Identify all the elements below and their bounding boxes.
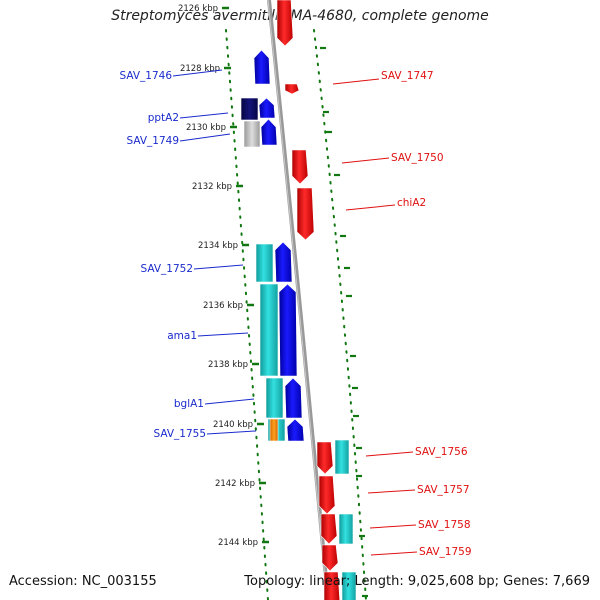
gene-arrow-reverse xyxy=(318,475,336,515)
gene-label-reverse[interactable]: SAV_1758 xyxy=(418,519,471,531)
gene-label-reverse[interactable]: SAV_1750 xyxy=(391,152,444,164)
gene-arrow-forward xyxy=(278,283,298,377)
tick-label: 2126 kbp xyxy=(178,4,218,14)
gene-arrow-forward xyxy=(260,118,278,146)
gene-label-forward[interactable]: pptA2 xyxy=(148,112,179,124)
gene-arrow-reverse xyxy=(284,83,300,95)
gene-label-reverse[interactable]: SAV_1756 xyxy=(415,446,468,458)
label-leader-line xyxy=(332,78,380,85)
accession-text: Accession: NC_003155 xyxy=(9,574,157,589)
tick-label: 2130 kbp xyxy=(186,123,226,133)
label-leader-line xyxy=(179,133,231,142)
label-layer: SAV_1746 pptA2 SAV_1749 SAV_1752 ama1 bglA1 SA… xyxy=(119,70,471,558)
tick-label: 2128 kbp xyxy=(180,64,220,74)
gene-arrow-reverse xyxy=(316,441,334,475)
gene-arrow-reverse xyxy=(291,149,309,185)
label-leader-line xyxy=(206,430,257,435)
genome-backbone-highlight xyxy=(267,0,328,600)
tick-label: 2136 kbp xyxy=(203,301,243,311)
tick-label: 2140 kbp xyxy=(213,420,253,430)
tick-label: 2134 kbp xyxy=(198,241,238,251)
label-leader-line xyxy=(367,489,416,494)
feature-block-orange xyxy=(269,418,279,442)
gene-label-forward[interactable]: SAV_1746 xyxy=(119,70,172,82)
feature-block-gray xyxy=(243,120,261,148)
gene-arrow-forward xyxy=(253,49,271,85)
feature-block-navy xyxy=(240,97,259,121)
label-leader-line xyxy=(370,551,418,556)
right-guide-arc xyxy=(313,29,367,600)
genome-summary-text: Topology: linear; Length: 9,025,608 bp; … xyxy=(244,574,590,589)
gene-arrow-forward xyxy=(284,377,303,419)
left-guide-arc xyxy=(225,29,269,600)
gene-arrow-forward xyxy=(286,418,305,442)
gene-label-reverse[interactable]: SAV_1759 xyxy=(419,546,472,558)
gene-label-forward[interactable]: SAV_1755 xyxy=(153,428,206,440)
feature-block-cyan xyxy=(341,571,357,600)
tick-label: 2144 kbp xyxy=(218,538,258,548)
label-leader-line xyxy=(204,398,255,405)
gene-label-reverse[interactable]: SAV_1757 xyxy=(417,484,470,496)
gene-arrow-reverse xyxy=(320,513,338,545)
feature-block-cyan xyxy=(334,439,350,475)
label-leader-line xyxy=(179,112,229,119)
gene-arrow-forward xyxy=(258,97,276,119)
genome-backbone xyxy=(267,0,330,600)
gene-label-forward[interactable]: ama1 xyxy=(167,330,197,342)
label-leader-line xyxy=(365,451,414,457)
label-leader-line xyxy=(172,69,223,77)
gene-label-forward[interactable]: bglA1 xyxy=(174,398,204,410)
gene-label-forward[interactable]: SAV_1752 xyxy=(140,263,193,275)
feature-block-cyan xyxy=(338,513,354,545)
tick-layer: 2126 kbp 2128 kbp 2130 kbp 2132 kbp 2134 kbp… xyxy=(178,4,368,598)
gene-label-reverse[interactable]: chiA2 xyxy=(397,197,426,209)
gene-arrow-forward xyxy=(274,241,293,283)
gene-label-reverse[interactable]: SAV_1747 xyxy=(381,70,434,82)
tick-label: 2142 kbp xyxy=(215,479,255,489)
feature-block-cyan xyxy=(265,377,284,419)
feature-block-cyan xyxy=(255,243,274,283)
feature-block-cyan xyxy=(259,283,279,377)
gene-label-forward[interactable]: SAV_1749 xyxy=(126,135,179,147)
label-leader-layer xyxy=(172,69,418,556)
label-leader-line xyxy=(193,264,244,270)
gene-arrow-reverse xyxy=(323,571,341,600)
gene-arrow-reverse xyxy=(276,0,294,47)
label-leader-line xyxy=(197,332,249,337)
feature-layer xyxy=(240,0,357,600)
gene-arrow-reverse xyxy=(296,187,315,241)
label-leader-line xyxy=(341,157,390,164)
tick-label: 2132 kbp xyxy=(192,182,232,192)
genome-title: Streptomyces avermitilis MA-4680, comple… xyxy=(111,8,489,24)
label-leader-line xyxy=(345,204,396,211)
label-leader-line xyxy=(369,524,417,529)
gene-arrow-reverse xyxy=(321,544,339,572)
tick-label: 2138 kbp xyxy=(208,360,248,370)
